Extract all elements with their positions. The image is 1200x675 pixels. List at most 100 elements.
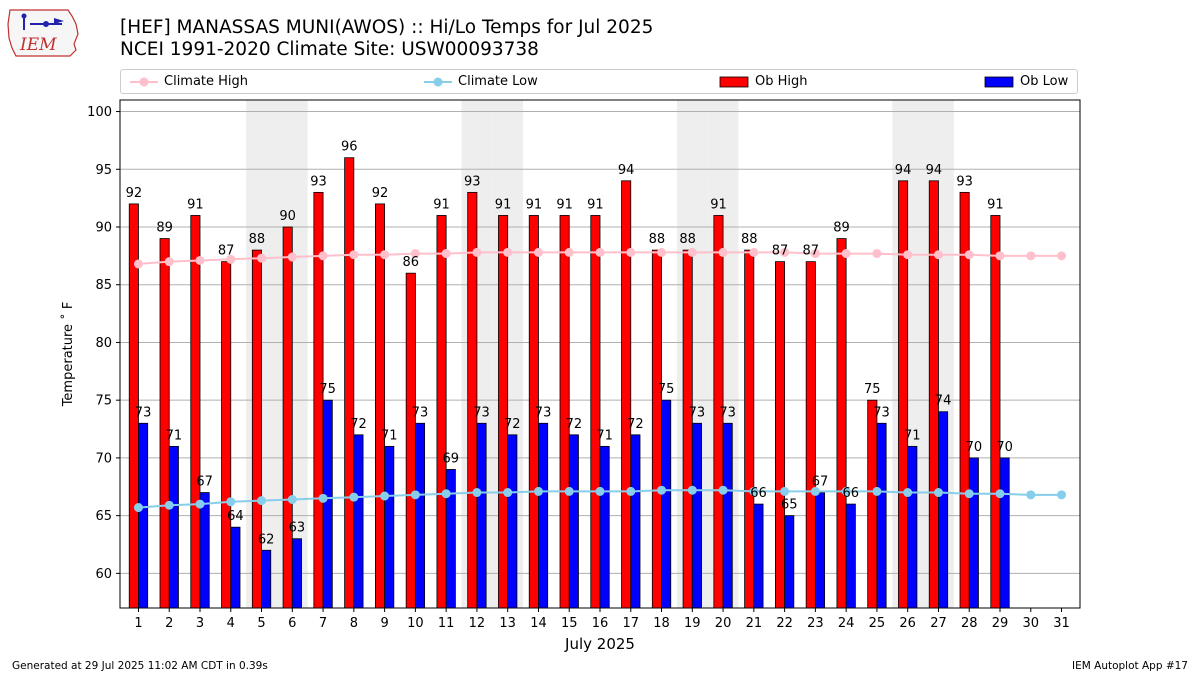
x-tick-label: 6 xyxy=(288,616,296,631)
legend: Climate High Climate Low Ob High Ob Low xyxy=(120,69,1078,94)
footer-generated: Generated at 29 Jul 2025 11:02 AM CDT in… xyxy=(12,660,268,672)
climate-high-point xyxy=(810,249,820,259)
ob-high-bar xyxy=(344,157,355,609)
ob-low-bar xyxy=(538,422,549,609)
ob-high-bar-label: 93 xyxy=(464,174,481,189)
climate-low-point xyxy=(441,489,451,499)
ob-low-bar-label: 65 xyxy=(781,498,798,513)
x-tick-label: 8 xyxy=(350,616,358,631)
y-tick-label: 80 xyxy=(95,336,112,351)
ob-low-bar xyxy=(938,411,949,609)
legend-label: Ob High xyxy=(755,74,808,89)
ob-high-bar-label: 91 xyxy=(587,197,604,212)
y-tick-label: 90 xyxy=(95,221,112,236)
ob-low-bar xyxy=(568,434,579,609)
climate-high-point xyxy=(226,254,236,264)
ob-low-bar xyxy=(722,422,733,609)
x-tick-label: 27 xyxy=(930,616,947,631)
climate-low-point xyxy=(872,486,882,496)
ob-low-bar xyxy=(691,422,702,609)
climate-high-point xyxy=(164,257,174,267)
ob-low-bar-label: 64 xyxy=(227,509,244,524)
ob-high-bar-label: 94 xyxy=(618,163,635,178)
ob-low-bar xyxy=(845,503,856,609)
ob-low-bar-label: 67 xyxy=(196,475,213,490)
climate-low-point xyxy=(503,488,513,498)
ob-low-bar xyxy=(507,434,518,609)
ob-low-bar xyxy=(876,422,887,609)
climate-low-point xyxy=(841,486,851,496)
x-tick-label: 1 xyxy=(134,616,142,631)
x-tick-label: 4 xyxy=(227,616,235,631)
bars xyxy=(128,157,1010,609)
x-tick-label: 2 xyxy=(165,616,173,631)
climate-low-point xyxy=(595,486,605,496)
climate-high-point xyxy=(718,247,728,257)
iem-logo: IEM xyxy=(7,9,79,57)
logo-text: IEM xyxy=(19,35,57,55)
bar-value-labels: 92 89 91 87 88 90 93 96 92 86 91 93 91 91 91 91 94 88 88 91… xyxy=(126,140,1013,548)
ob-high-bar xyxy=(867,399,878,609)
climate-high-point xyxy=(195,255,205,265)
climate-low-point xyxy=(287,494,297,504)
ob-low-bar-label: 70 xyxy=(966,440,983,455)
climate-high-point xyxy=(287,252,297,262)
ob-low-bar xyxy=(999,457,1010,609)
ob-low-bar xyxy=(138,422,149,609)
climate-low-point xyxy=(1057,490,1067,500)
footer-app: IEM Autoplot App #17 xyxy=(1072,660,1188,672)
climate-low-point xyxy=(195,499,205,509)
ob-low-bar xyxy=(322,399,333,609)
climate-high-point xyxy=(780,247,790,257)
climate-low-point xyxy=(903,488,913,498)
x-tick-label: 25 xyxy=(869,616,886,631)
climate-low-point xyxy=(995,489,1005,499)
ob-high-bar-label: 92 xyxy=(372,186,389,201)
ob-high-bar xyxy=(374,203,386,609)
ob-low-bar-label: 72 xyxy=(504,417,521,432)
ob-high-bar-label: 75 xyxy=(864,382,881,397)
ob-low-bar-label: 71 xyxy=(596,428,613,443)
y-tick-label: 70 xyxy=(95,451,112,466)
ob-low-bar-label: 71 xyxy=(904,428,921,443)
x-tick-label: 29 xyxy=(992,616,1009,631)
legend-label: Climate Low xyxy=(458,74,538,89)
climate-high-point xyxy=(687,247,697,257)
ob-high-bar-label: 88 xyxy=(649,232,666,247)
climate-low-point xyxy=(687,485,697,495)
ob-high-bar-label: 94 xyxy=(926,163,943,178)
ob-high-bar xyxy=(898,180,909,609)
climate-low-point xyxy=(718,485,728,495)
ob-high-bar-label: 91 xyxy=(710,197,727,212)
x-tick-label: 14 xyxy=(530,616,547,631)
ob-low-bar xyxy=(261,549,272,609)
climate-low-point xyxy=(164,500,174,510)
x-tick-label: 7 xyxy=(319,616,327,631)
ob-high-bar xyxy=(836,238,847,609)
line-marker-icon xyxy=(130,77,158,87)
climate-low-point xyxy=(472,488,482,498)
x-tick-label: 3 xyxy=(196,616,204,631)
ob-low-bar-label: 72 xyxy=(350,417,367,432)
ob-high-bar-label: 89 xyxy=(833,221,850,236)
ob-high-bar-label: 86 xyxy=(402,255,419,270)
x-tick-label: 28 xyxy=(961,616,978,631)
climate-high-point xyxy=(380,250,390,260)
ob-high-bar-label: 87 xyxy=(802,244,819,259)
ob-low-bar-label: 72 xyxy=(566,417,583,432)
line-marker-icon xyxy=(424,77,452,87)
climate-high-point xyxy=(595,247,605,257)
climate-high-point xyxy=(1057,251,1067,261)
climate-low-point xyxy=(964,489,974,499)
ob-low-bar xyxy=(384,445,395,609)
x-tick-label: 31 xyxy=(1053,616,1070,631)
climate-low-point xyxy=(1026,490,1036,500)
x-tick-label: 24 xyxy=(838,616,855,631)
ob-high-bar xyxy=(682,249,693,609)
climate-low-point xyxy=(626,486,636,496)
ob-low-bar-label: 70 xyxy=(996,440,1013,455)
climate-high-point xyxy=(657,247,667,257)
climate-low-point xyxy=(318,493,328,503)
